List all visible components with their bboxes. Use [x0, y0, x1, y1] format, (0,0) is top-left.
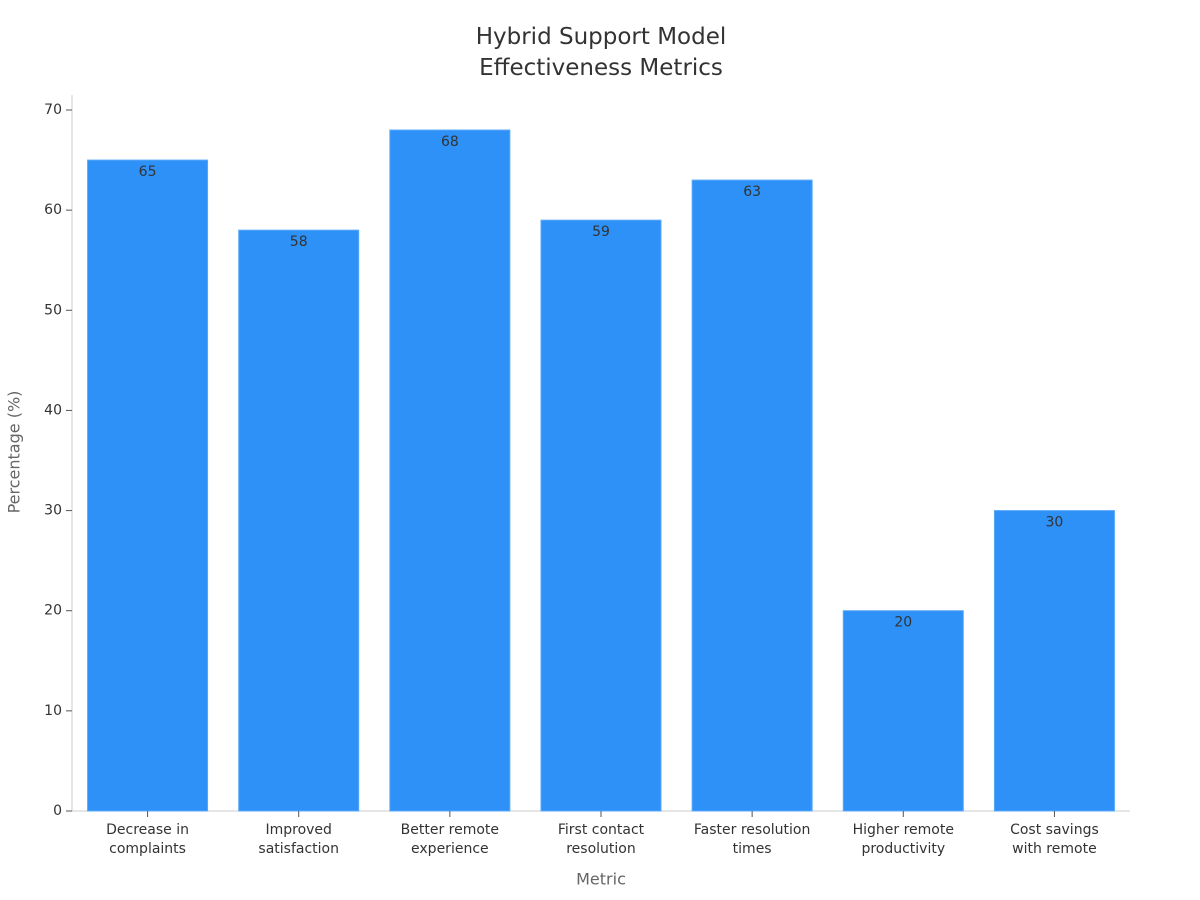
x-tick-box: Faster resolution times	[693, 822, 811, 857]
x-tick-label: Better remote experience	[400, 822, 500, 857]
value-label: 63	[743, 184, 761, 200]
bar	[842, 610, 964, 812]
x-tick-label: Decrease in complaints	[106, 822, 189, 857]
x-tick-box: Decrease in complaints	[106, 822, 189, 857]
x-tick-box: Better remote experience	[400, 822, 500, 857]
value-label: 59	[592, 224, 610, 240]
value-label: 65	[139, 164, 157, 180]
bar	[540, 219, 662, 812]
x-tick-box: Higher remote productivity	[852, 822, 954, 857]
x-axis-label: Metric	[576, 870, 626, 889]
value-label: 30	[1046, 515, 1064, 531]
x-tick-label: Cost savings with remote	[1010, 822, 1099, 857]
x-tick-label: First contact resolution	[557, 822, 645, 857]
y-tick-label: 30	[44, 503, 62, 519]
y-tick-label: 20	[44, 603, 62, 619]
x-tick-label: Improved satisfaction	[258, 822, 339, 857]
title-box: Hybrid Support Model Effectiveness Metri…	[475, 24, 727, 81]
y-tick-label: 60	[44, 202, 62, 218]
chart-title: Hybrid Support Model Effectiveness Metri…	[475, 24, 727, 81]
bar	[389, 129, 511, 812]
value-label: 58	[290, 234, 308, 250]
bar	[238, 229, 360, 812]
value-label: 68	[441, 134, 459, 150]
x-tick-label: Faster resolution times	[693, 822, 811, 857]
y-axis-label: Percentage (%)	[5, 391, 24, 514]
x-tick-box: First contact resolution	[557, 822, 645, 857]
y-tick-label: 50	[44, 302, 62, 318]
y-tick-label: 40	[44, 402, 62, 418]
x-tick-box: Improved satisfaction	[258, 822, 339, 857]
bar	[691, 179, 813, 812]
bar	[993, 510, 1115, 812]
value-label: 20	[894, 615, 912, 631]
y-tick-label: 0	[53, 803, 62, 819]
y-tick-label: 10	[44, 703, 62, 719]
y-tick-label: 70	[44, 102, 62, 118]
bar	[87, 159, 209, 812]
x-tick-box: Cost savings with remote	[1010, 822, 1099, 857]
x-tick-label: Higher remote productivity	[852, 822, 954, 857]
